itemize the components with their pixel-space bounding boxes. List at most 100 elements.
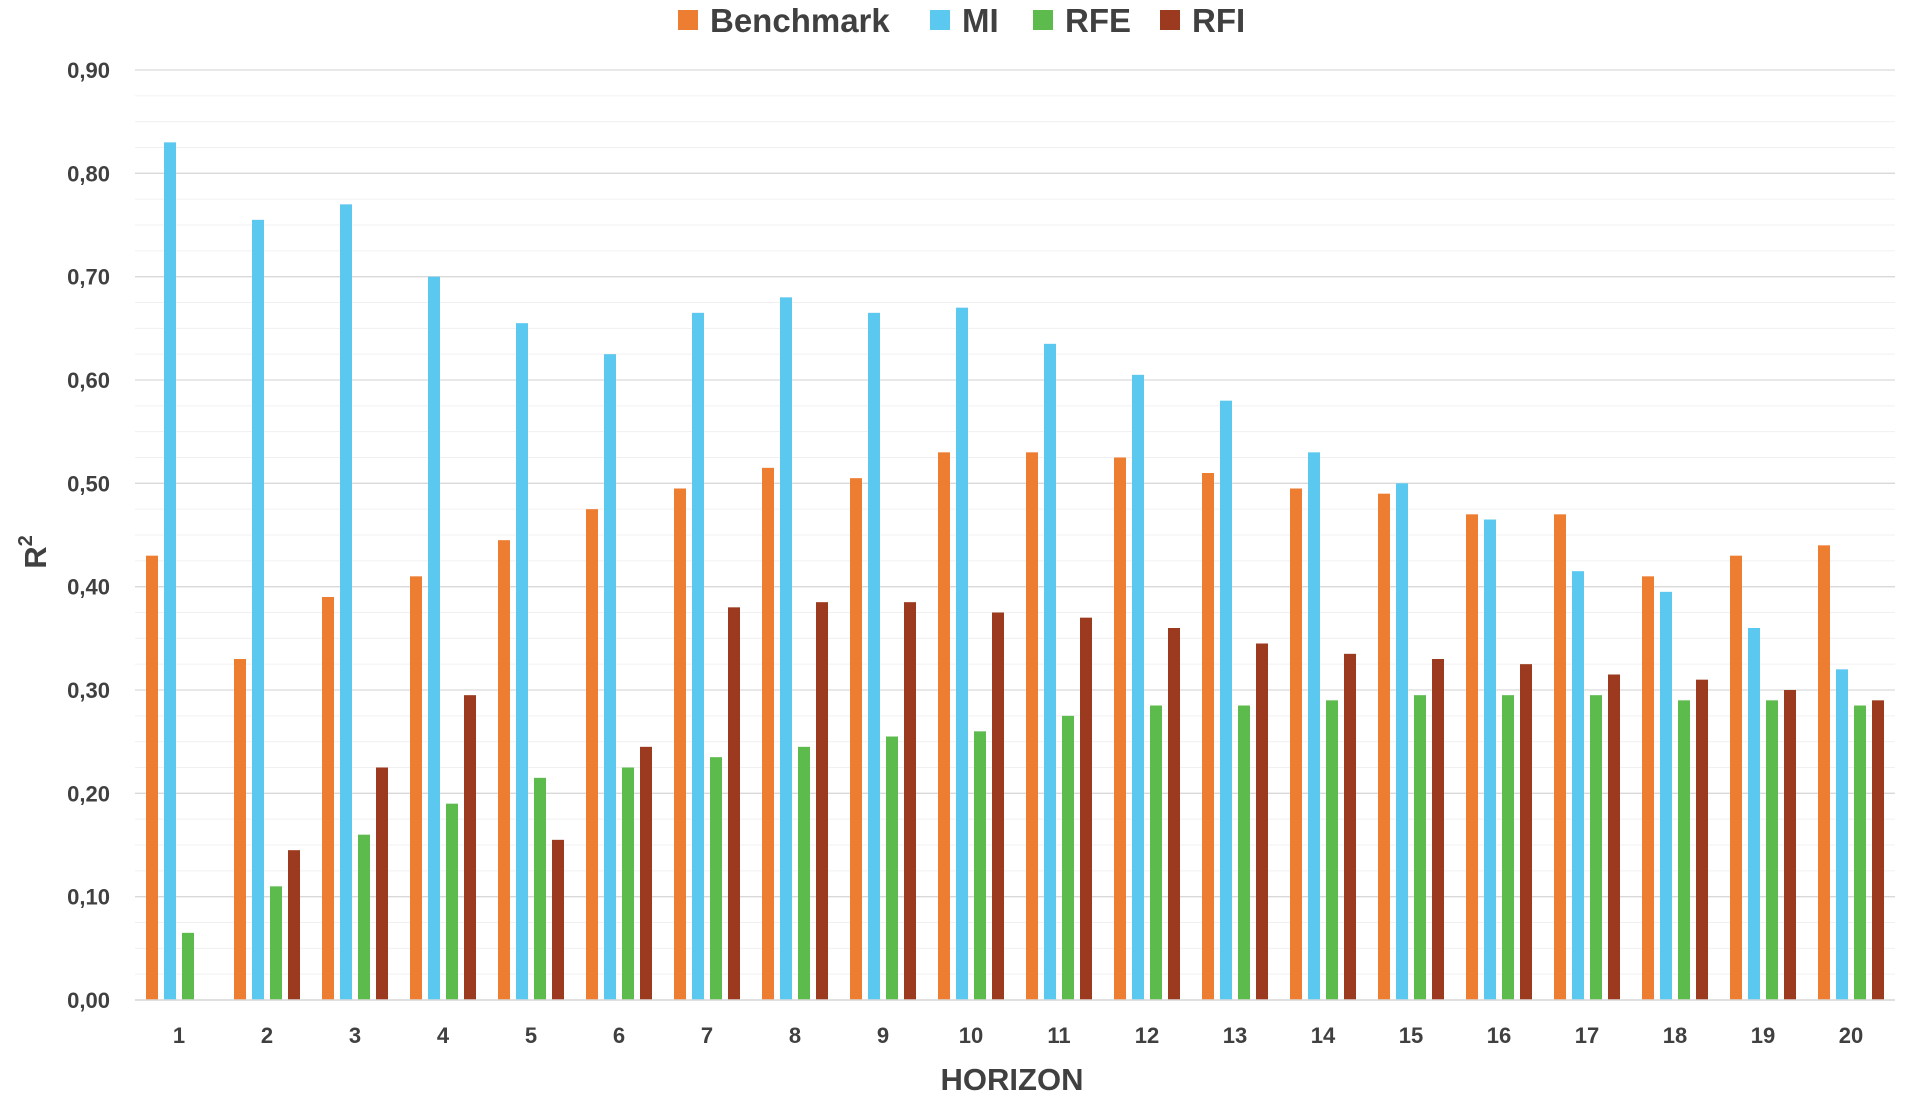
bar-benchmark-16	[1466, 514, 1478, 1000]
y-axis-title-superscript: 2	[15, 535, 37, 546]
x-tick-label: 5	[525, 1023, 537, 1048]
bar-rfi-5	[552, 839, 564, 1000]
x-tick-label: 4	[437, 1023, 450, 1048]
bar-rfe-19	[1766, 700, 1778, 1000]
bar-rfi-17	[1608, 674, 1620, 1000]
x-tick-label: 9	[877, 1023, 889, 1048]
x-tick-label: 8	[789, 1023, 801, 1048]
legend-swatch-rfi	[1160, 10, 1180, 30]
bar-rfe-14	[1326, 700, 1338, 1000]
bar-benchmark-12	[1114, 457, 1126, 1000]
bar-rfi-9	[904, 602, 916, 1000]
bar-rfe-17	[1590, 695, 1602, 1000]
bar-rfi-6	[640, 746, 652, 1000]
bar-rfe-5	[534, 777, 546, 1000]
bar-mi-8	[780, 297, 792, 1000]
bar-rfi-19	[1784, 690, 1796, 1000]
bar-benchmark-15	[1378, 493, 1390, 1000]
x-tick-label: 13	[1223, 1023, 1247, 1048]
bar-rfi-10	[992, 612, 1004, 1000]
x-tick-label: 1	[173, 1023, 185, 1048]
bar-mi-17	[1572, 571, 1584, 1000]
bar-benchmark-18	[1642, 576, 1654, 1000]
bar-rfe-18	[1678, 700, 1690, 1000]
bar-rfe-13	[1238, 705, 1250, 1000]
bar-benchmark-10	[938, 452, 950, 1000]
bar-benchmark-8	[762, 467, 774, 1000]
bar-rfi-15	[1432, 659, 1444, 1000]
legend-swatch-mi	[930, 10, 950, 30]
bar-benchmark-2	[234, 659, 246, 1000]
legend-label-mi: MI	[962, 2, 999, 39]
x-tick-label: 14	[1311, 1023, 1336, 1048]
tick-labels: 0,00 0,10 0,20 0,30 0,40 0,50 0,60 0,70 0,80 0,90…	[67, 58, 1863, 1048]
bar-rfe-1	[182, 932, 194, 1000]
y-tick-label: 0,10	[67, 885, 110, 910]
bar-benchmark-19	[1730, 555, 1742, 1000]
y-tick-label: 0,00	[67, 988, 110, 1013]
grid	[135, 69, 1895, 1001]
x-tick-label: 20	[1839, 1023, 1863, 1048]
bar-rfi-16	[1520, 664, 1532, 1000]
y-tick-label: 0,70	[67, 265, 110, 290]
bar-mi-18	[1660, 591, 1672, 1000]
bar-rfi-11	[1080, 617, 1092, 1000]
y-tick-label: 0,90	[67, 58, 110, 83]
bar-mi-5	[516, 323, 528, 1001]
bar-rfe-11	[1062, 715, 1074, 1000]
bar-benchmark-20	[1818, 545, 1830, 1000]
bar-benchmark-5	[498, 540, 510, 1000]
bar-benchmark-9	[850, 478, 862, 1001]
bar-mi-15	[1396, 483, 1408, 1000]
bar-mi-6	[604, 354, 616, 1001]
bar-rfi-4	[464, 695, 476, 1000]
legend-swatch-benchmark	[678, 10, 698, 30]
x-tick-label: 2	[261, 1023, 273, 1048]
y-tick-label: 0,30	[67, 678, 110, 703]
x-tick-label: 7	[701, 1023, 713, 1048]
bar-mi-4	[428, 276, 440, 1001]
x-tick-label: 12	[1135, 1023, 1159, 1048]
bar-rfe-15	[1414, 695, 1426, 1000]
y-tick-label: 0,60	[67, 368, 110, 393]
x-tick-label: 10	[959, 1023, 983, 1048]
bar-rfe-16	[1502, 695, 1514, 1000]
bar-mi-7	[692, 312, 704, 1000]
bars	[135, 142, 1895, 1001]
bar-rfi-12	[1168, 628, 1180, 1000]
bar-mi-1	[164, 142, 176, 1001]
y-tick-label: 0,50	[67, 471, 110, 496]
bar-rfe-12	[1150, 705, 1162, 1000]
legend-label-rfi: RFI	[1192, 2, 1245, 39]
y-tick-label: 0,80	[67, 161, 110, 186]
svg-text:R2: R2	[15, 535, 53, 569]
bar-rfi-14	[1344, 653, 1356, 1000]
bar-rfe-10	[974, 731, 986, 1000]
legend: Benchmark MI RFE RFI	[678, 2, 1245, 39]
bar-rfe-3	[358, 834, 370, 1000]
bar-rfe-9	[886, 736, 898, 1000]
bar-benchmark-3	[322, 597, 334, 1000]
bar-rfe-20	[1854, 705, 1866, 1000]
y-axis-title-base: R	[18, 546, 53, 568]
legend-swatch-rfe	[1033, 10, 1053, 30]
bar-rfe-4	[446, 803, 458, 1000]
bar-rfe-2	[270, 886, 282, 1000]
bar-mi-9	[868, 312, 880, 1000]
bar-rfi-8	[816, 602, 828, 1000]
bar-rfi-20	[1872, 700, 1884, 1000]
bar-mi-11	[1044, 343, 1056, 1000]
x-tick-label: 15	[1399, 1023, 1423, 1048]
x-tick-label: 17	[1575, 1023, 1599, 1048]
bar-rfe-6	[622, 767, 634, 1000]
bar-benchmark-1	[146, 555, 158, 1000]
bar-mi-19	[1748, 628, 1760, 1000]
legend-label-rfe: RFE	[1065, 2, 1131, 39]
bar-rfi-13	[1256, 643, 1268, 1000]
bar-rfi-3	[376, 767, 388, 1000]
x-axis-title: HORIZON	[941, 1062, 1084, 1097]
bar-mi-14	[1308, 452, 1320, 1000]
x-tick-label: 19	[1751, 1023, 1775, 1048]
